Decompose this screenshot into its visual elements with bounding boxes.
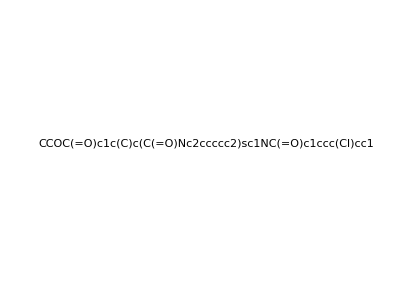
Text: CCOC(=O)c1c(C)c(C(=O)Nc2ccccc2)sc1NC(=O)c1ccc(Cl)cc1: CCOC(=O)c1c(C)c(C(=O)Nc2ccccc2)sc1NC(=O)…: [38, 138, 373, 149]
